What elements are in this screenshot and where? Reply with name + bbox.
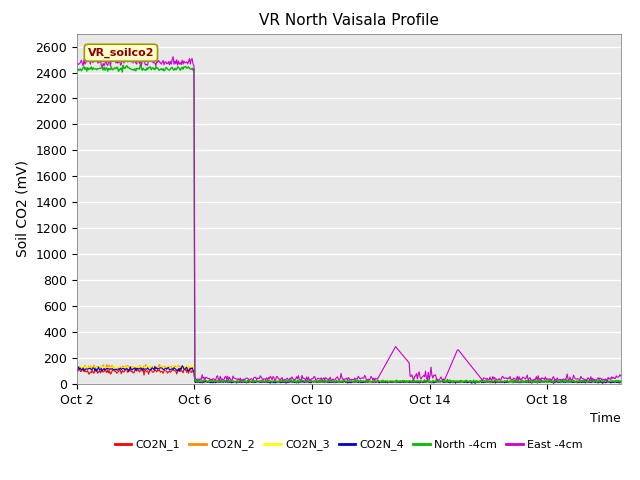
Y-axis label: Soil CO2 (mV): Soil CO2 (mV) bbox=[15, 160, 29, 257]
Text: VR_soilco2: VR_soilco2 bbox=[88, 48, 154, 58]
Title: VR North Vaisala Profile: VR North Vaisala Profile bbox=[259, 13, 439, 28]
Legend: CO2N_1, CO2N_2, CO2N_3, CO2N_4, North -4cm, East -4cm: CO2N_1, CO2N_2, CO2N_3, CO2N_4, North -4… bbox=[110, 435, 588, 455]
Text: Time: Time bbox=[590, 412, 621, 425]
